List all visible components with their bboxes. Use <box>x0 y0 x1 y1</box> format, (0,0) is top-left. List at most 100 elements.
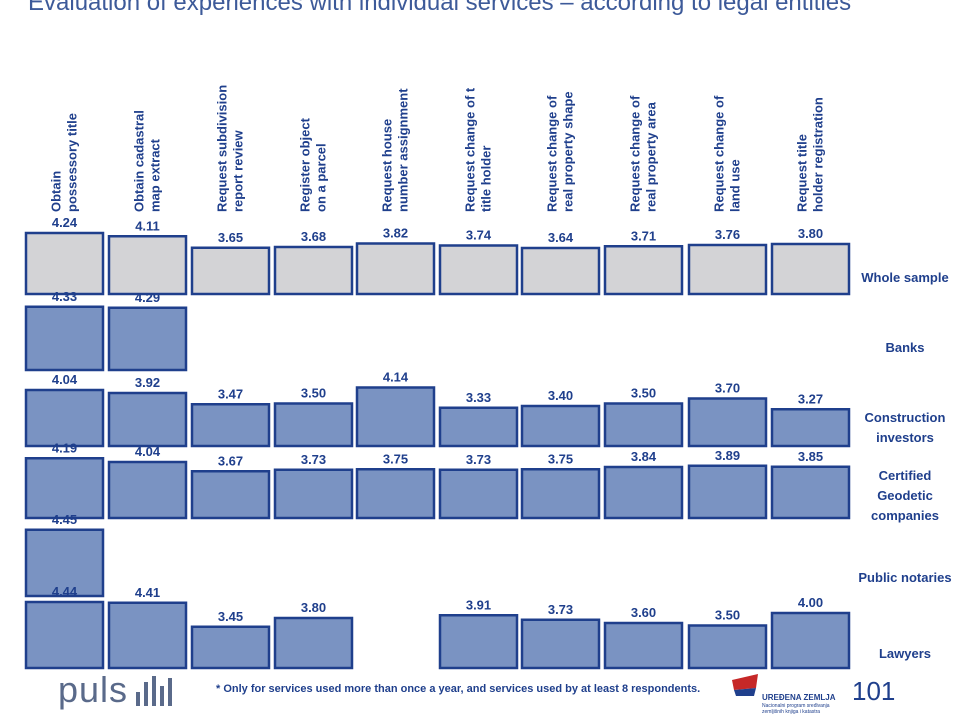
data-label: 3.47 <box>218 386 243 401</box>
data-label: 3.82 <box>383 226 408 241</box>
data-label: 3.80 <box>798 226 823 241</box>
category-header: Request change of t title holder <box>463 87 494 212</box>
value-box <box>273 402 354 448</box>
data-label: 3.40 <box>548 388 573 403</box>
data-label: 3.33 <box>466 390 491 405</box>
data-label: 3.92 <box>135 375 160 390</box>
data-label: 3.50 <box>301 386 326 401</box>
value-box <box>24 457 105 520</box>
data-label: 3.64 <box>548 230 574 245</box>
data-label: 4.41 <box>135 585 160 600</box>
series-label: Banks <box>885 340 924 355</box>
data-label: 4.24 <box>52 215 78 230</box>
agency-logo-icon <box>732 674 758 696</box>
series-label-line: Banks <box>885 340 924 355</box>
value-box <box>770 408 851 448</box>
category-label: title holder <box>479 146 494 212</box>
data-label: 3.71 <box>631 228 656 243</box>
category-label: on a parcel <box>314 143 329 212</box>
category-header: Obtain possessory title <box>49 113 80 212</box>
value-box <box>438 468 519 520</box>
data-label: 3.76 <box>715 227 740 242</box>
value-box <box>24 528 105 598</box>
category-label: Request change of <box>712 95 727 212</box>
value-box <box>603 245 684 296</box>
series-label: Construction investors <box>865 410 946 445</box>
series-label-line: investors <box>876 430 934 445</box>
value-box <box>520 618 601 670</box>
agency-subtitle: Nacionalni program sređivanja zemljišnih… <box>762 703 830 715</box>
value-box <box>273 616 354 670</box>
value-box <box>438 244 519 296</box>
data-label: 4.00 <box>798 595 823 610</box>
data-label: 3.73 <box>301 452 326 467</box>
data-label: 3.91 <box>466 597 491 612</box>
page-title: Evaluation of experiences with individua… <box>28 0 852 16</box>
data-label: 3.27 <box>798 391 823 406</box>
category-label: Request change of <box>545 95 560 212</box>
value-box <box>190 470 271 520</box>
data-label: 4.11 <box>135 218 160 233</box>
series-label: Public notaries <box>858 570 951 585</box>
footnote: * Only for services used more than once … <box>216 683 701 695</box>
value-box <box>355 468 436 520</box>
category-header: Request change of land use <box>712 95 743 212</box>
data-label: 3.45 <box>218 609 243 624</box>
data-label: 3.73 <box>548 602 573 617</box>
data-label: 3.89 <box>715 448 740 463</box>
category-label: real property shape <box>561 91 576 212</box>
data-label: 4.33 <box>52 289 77 304</box>
data-label: 4.44 <box>52 584 78 599</box>
data-label: 3.70 <box>715 381 740 396</box>
value-box <box>520 246 601 296</box>
data-label: 3.50 <box>715 608 740 623</box>
data-label: 3.85 <box>798 449 823 464</box>
value-box <box>190 246 271 296</box>
value-box <box>687 243 768 296</box>
value-box <box>24 305 105 372</box>
value-box <box>107 235 188 296</box>
category-label: Request change of t <box>463 87 478 212</box>
value-box <box>687 464 768 520</box>
value-box <box>603 465 684 520</box>
value-box <box>438 614 519 670</box>
data-label: 4.14 <box>383 370 409 385</box>
data-label: 4.45 <box>52 512 77 527</box>
value-box <box>770 242 851 296</box>
value-box <box>107 460 188 520</box>
value-box <box>107 601 188 670</box>
value-box <box>107 306 188 372</box>
category-header: Request change of real property shape <box>545 91 576 212</box>
series-label-line: Certified <box>879 468 932 483</box>
category-label: Request subdivision <box>215 85 230 212</box>
page-number: 101 <box>852 676 896 706</box>
value-box <box>520 404 601 448</box>
value-box <box>603 621 684 670</box>
data-label: 3.60 <box>631 605 656 620</box>
data-label: 3.84 <box>631 449 657 464</box>
value-box <box>770 611 851 670</box>
data-label: 3.65 <box>218 230 243 245</box>
evaluation-chart: Obtain possessory title Obtain cadastral ma… <box>24 85 952 670</box>
value-box <box>273 468 354 520</box>
series-label: Lawyers <box>879 646 931 661</box>
data-label: 3.74 <box>466 228 492 243</box>
category-label: real property area <box>644 101 659 212</box>
agency-name: UREĐENA ZEMLJA <box>762 693 836 702</box>
value-box <box>190 403 271 448</box>
series-label-line: Construction <box>865 410 946 425</box>
value-box <box>520 468 601 520</box>
category-label: Request change of <box>628 95 643 212</box>
value-box <box>24 388 105 448</box>
value-box <box>687 397 768 448</box>
data-label: 3.50 <box>631 386 656 401</box>
category-label: Register object <box>298 117 313 212</box>
series-label-line: Lawyers <box>879 646 931 661</box>
value-box <box>190 625 271 670</box>
category-label: Obtain <box>49 171 64 212</box>
data-label: 3.75 <box>548 451 573 466</box>
value-box <box>355 386 436 448</box>
brand-bars-icon <box>136 674 173 706</box>
data-label: 4.04 <box>52 372 78 387</box>
category-label: land use <box>728 159 743 212</box>
